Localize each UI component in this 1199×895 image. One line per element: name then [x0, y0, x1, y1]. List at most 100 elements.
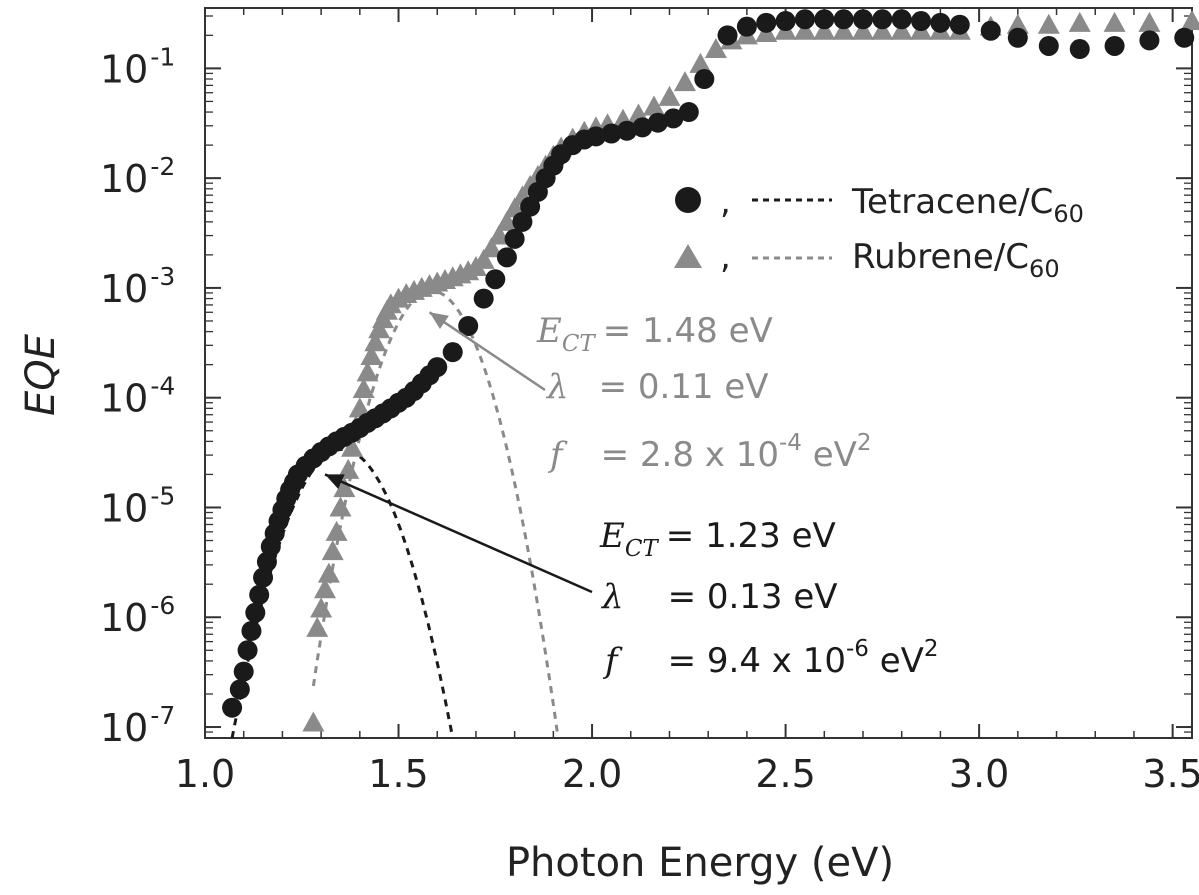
y-tick-exponent: -3 [150, 262, 175, 291]
rubrene-point [364, 331, 387, 352]
tetracene-lambda-value: = 0.13 eV [668, 577, 838, 617]
y-tick-label: 10-2 [100, 152, 175, 201]
rubrene-point [689, 52, 712, 73]
annotation-arrows [324, 311, 593, 594]
y-tick-base: 10 [100, 47, 148, 91]
tetracene-point [616, 120, 637, 141]
tetracene-point [980, 20, 1001, 41]
rubrene-lambda: λ = 0.11 eV [545, 367, 769, 407]
y-tick-exponent: -7 [150, 701, 175, 730]
y-tick-label: 10-1 [100, 42, 175, 91]
rubrene-point [337, 458, 360, 479]
rubrene-point [1138, 11, 1161, 32]
rubrene-point [341, 436, 364, 457]
legend-label-rubrene-main: Rubrene/C [852, 237, 1029, 277]
rubrene-point [642, 95, 665, 116]
y-tick-exponent: -5 [150, 481, 175, 510]
y-tick-base: 10 [100, 596, 148, 640]
rubrene-point [306, 616, 329, 637]
tetracene-ect-subscript: CT [625, 536, 660, 562]
rubrene-point [329, 496, 352, 517]
plot-border [204, 7, 1193, 739]
tetracene-point [663, 108, 684, 129]
y-tick-base: 10 [100, 267, 148, 311]
x-tick-label: 1.0 [175, 752, 235, 796]
rubrene-point [1006, 13, 1029, 34]
tetracene-point [632, 117, 653, 138]
rubrene-point [480, 237, 503, 258]
rubrene-point [793, 19, 816, 40]
legend-label-tetracene: Tetracene/C60 [851, 182, 1084, 228]
tetracene-point [585, 126, 606, 147]
rubrene-point [1068, 11, 1091, 32]
rubrene-f: f = 2.8 x 10-4 eV2 [547, 430, 872, 475]
fit-curve-rubrene [311, 289, 559, 732]
tetracene-point [245, 602, 266, 623]
tetracene-point [1139, 30, 1160, 51]
y-tick-base: 10 [100, 486, 148, 530]
tetracene-lambda-symbol: λ [600, 577, 624, 617]
tetracene-lambda: λ = 0.13 eV [600, 577, 838, 617]
tetracene-point [930, 12, 951, 33]
tetracene-f-symbol: f [602, 641, 623, 681]
tetracene-point [678, 102, 699, 123]
tetracene-point [814, 9, 835, 30]
rubrene-point [1103, 11, 1126, 32]
tetracene-point [736, 16, 757, 37]
rubrene-point [472, 248, 495, 269]
rubrene-point [313, 578, 336, 599]
series-rubrene [302, 10, 1199, 732]
legend-label-tetracene-main: Tetracene/C [851, 182, 1053, 222]
rubrene-point [356, 361, 379, 382]
rubrene-point [890, 19, 913, 40]
tetracene-point [794, 9, 815, 30]
annotation-tetracene: ECT = 1.23 eV λ = 0.13 eV f = 9.4 x 10-6 eV… [599, 516, 939, 681]
tetracene-point [1174, 27, 1195, 48]
legend-separator-rubrene: , [720, 237, 731, 277]
rubrene-point [360, 344, 383, 365]
y-axis-title: EQE [18, 333, 64, 416]
rubrene-point [1181, 10, 1199, 31]
y-tick-label: 10-6 [100, 591, 175, 640]
tetracene-f: f = 9.4 x 10-6 eV2 [602, 636, 939, 681]
tetracene-point [1038, 35, 1059, 56]
rubrene-arrow-head [429, 312, 449, 329]
tetracene-point [504, 228, 525, 249]
tetracene-point [1104, 35, 1125, 56]
rubrene-point [310, 597, 333, 618]
y-tick-base: 10 [100, 157, 148, 201]
y-tick-label: 10-7 [100, 701, 175, 750]
rubrene-point [333, 477, 356, 498]
tetracene-point [949, 14, 970, 35]
tetracene-point [233, 661, 254, 682]
tetracene-point [473, 288, 494, 309]
legend-marker-tetracene [675, 187, 701, 213]
tetracene-point [249, 584, 270, 605]
tetracene-point [833, 9, 854, 30]
legend-separator-tetracene: , [720, 182, 731, 222]
legend: , Tetracene/C60 , Rubrene/C60 [674, 182, 1084, 283]
tetracene-point [496, 247, 517, 268]
rubrene-lambda-value: = 0.11 eV [599, 367, 769, 407]
series-tetracene [222, 9, 1195, 718]
tetracene-f-exponent: -6 [846, 636, 869, 662]
legend-marker-rubrene [674, 244, 702, 268]
rubrene-point [871, 19, 894, 40]
rubrene-point [813, 19, 836, 40]
y-tick-exponent: -1 [150, 42, 175, 71]
y-tick-base: 10 [100, 377, 148, 421]
tetracene-point [241, 620, 262, 641]
rubrene-point [488, 224, 511, 245]
rubrene-point [495, 210, 518, 231]
rubrene-f-unit-exponent: 2 [857, 430, 872, 456]
y-tick-label: 10-3 [100, 262, 175, 311]
annotation-rubrene: ECT = 1.48 eV λ = 0.11 eV f = 2.8 x 10-4 eV… [536, 311, 872, 475]
rubrene-point [1037, 13, 1060, 34]
rubrene-point [317, 562, 340, 583]
tetracene-f-unit-exponent: 2 [924, 636, 939, 662]
tetracene-point [1069, 39, 1090, 60]
tetracene-point [647, 112, 668, 133]
tetracene-point [229, 679, 250, 700]
tetracene-point [442, 342, 463, 363]
